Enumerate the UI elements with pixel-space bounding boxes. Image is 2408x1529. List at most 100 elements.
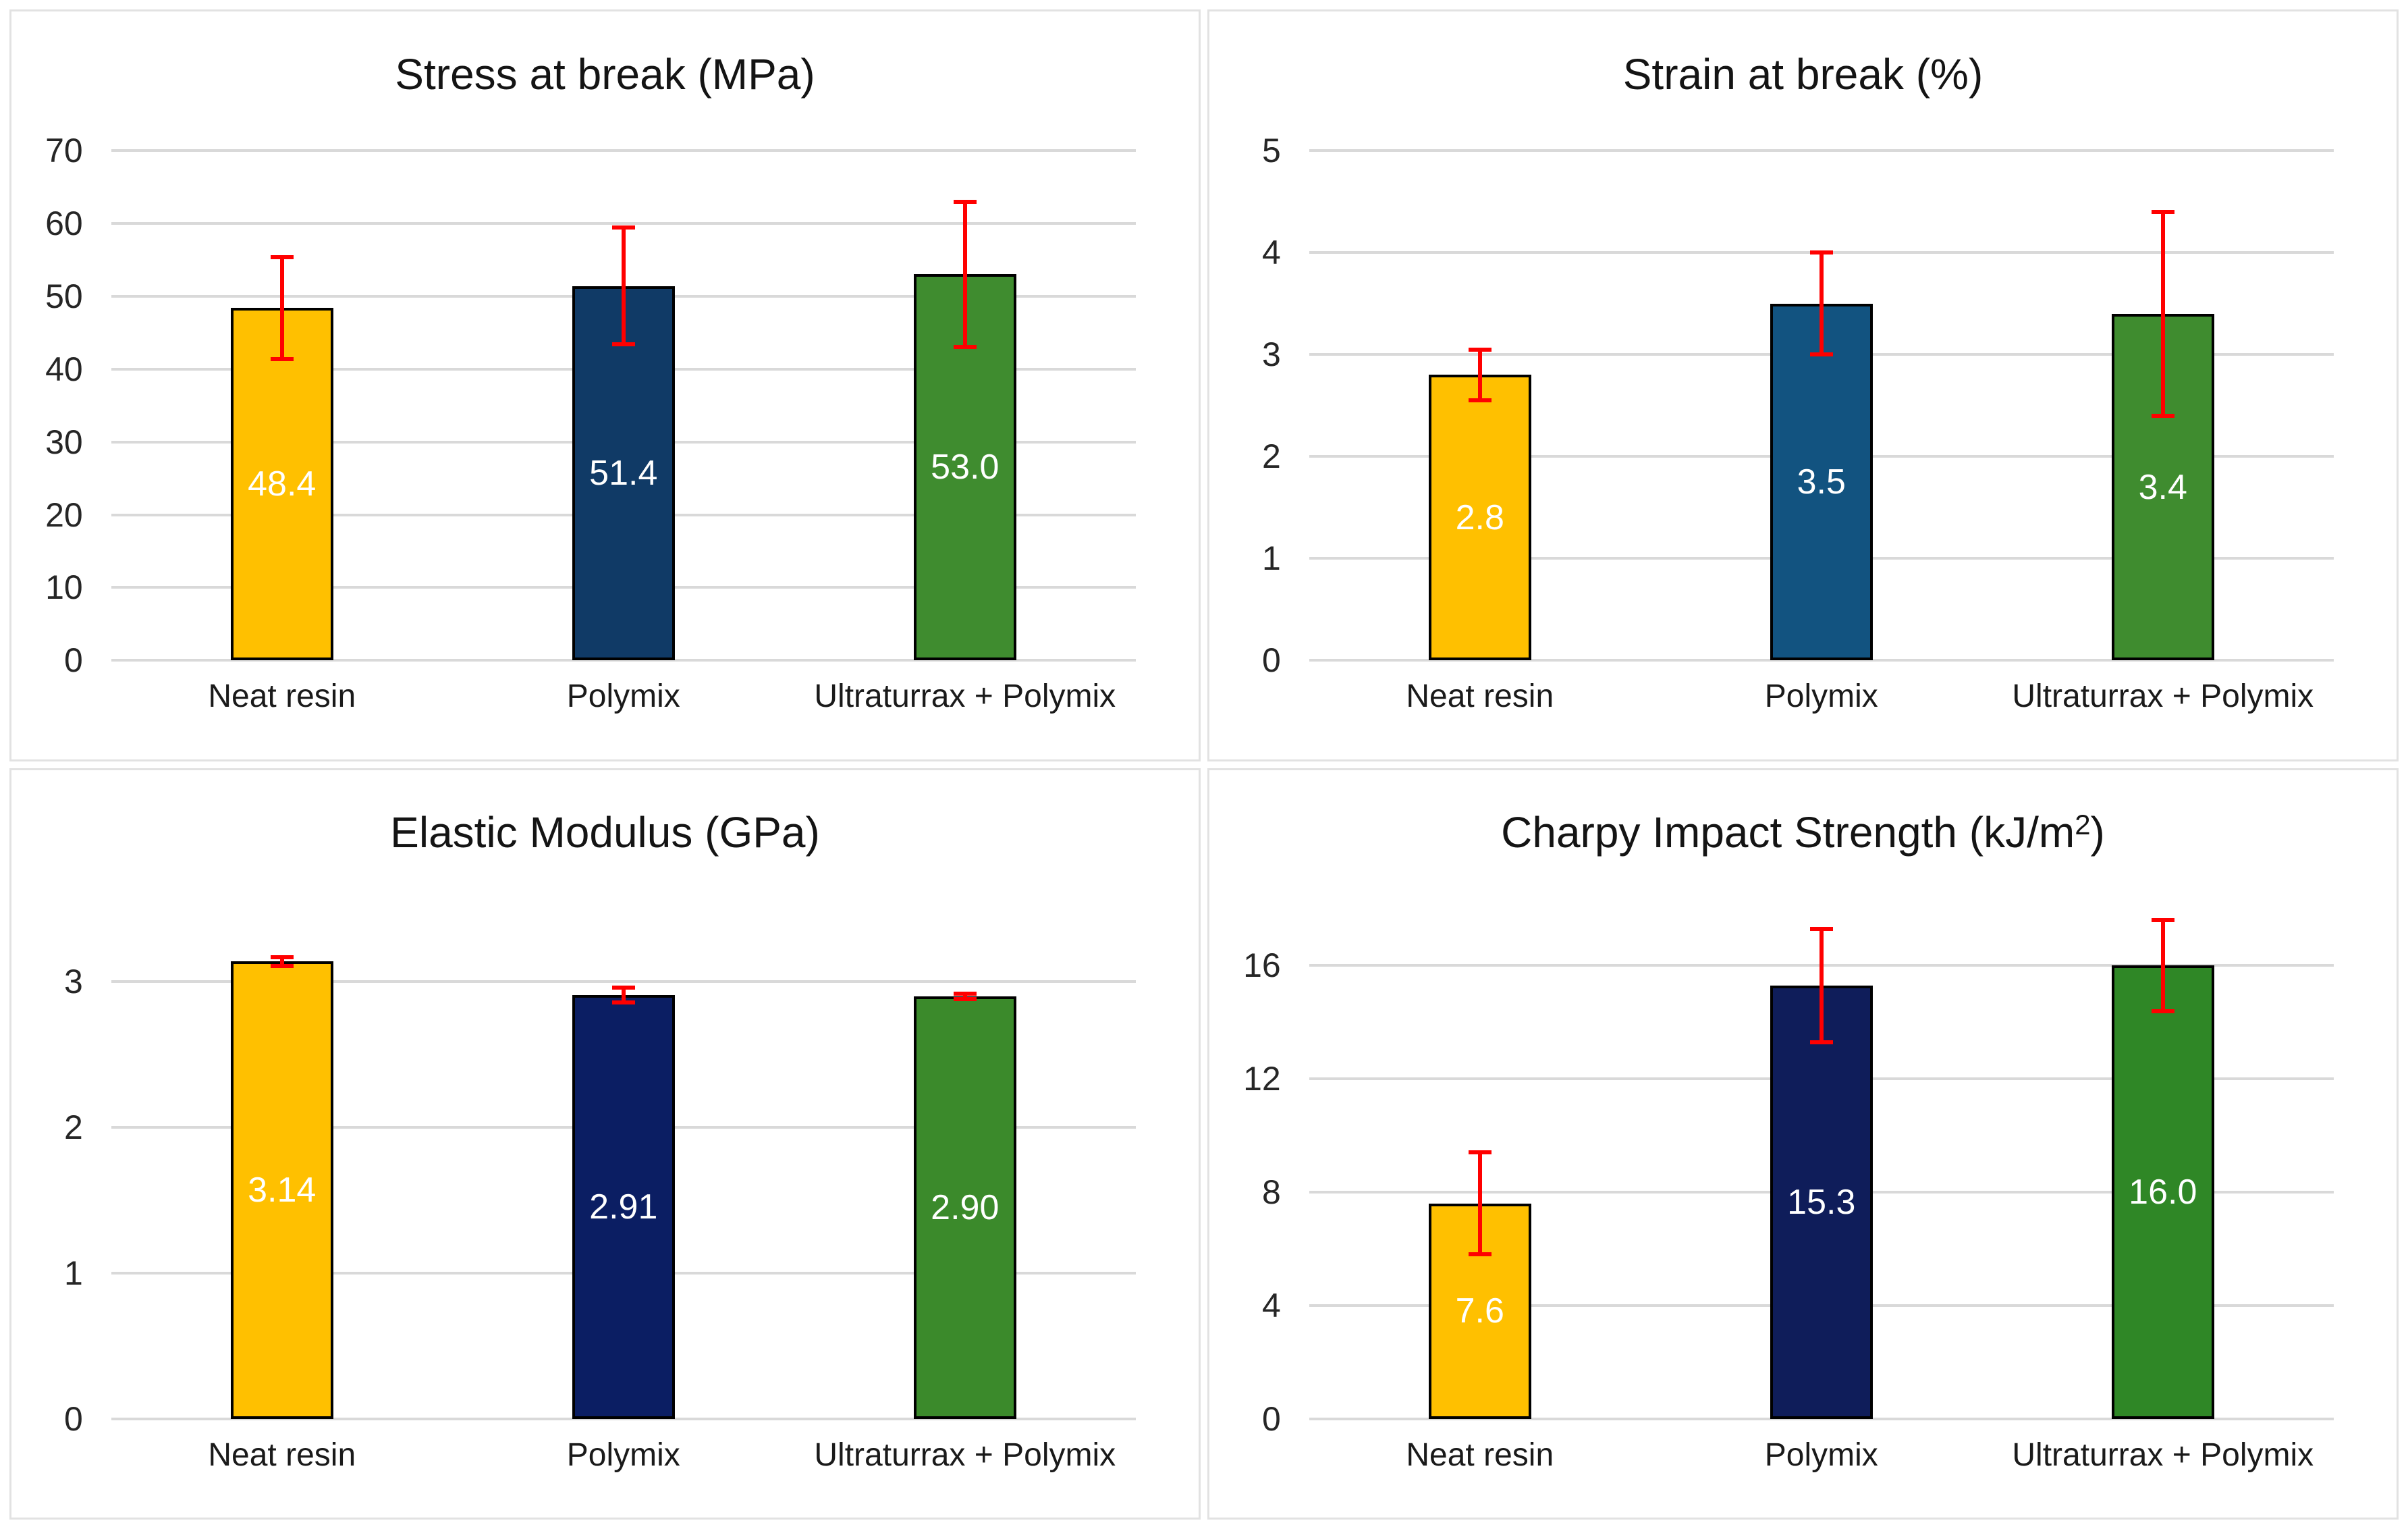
gridline — [111, 149, 1136, 152]
error-bar-cap — [1468, 1252, 1492, 1257]
error-bar-cap — [270, 955, 294, 959]
error-bar-cap — [953, 345, 977, 350]
bar-value-label: 7.6 — [1455, 1291, 1504, 1331]
bar-value-label: 53.0 — [931, 448, 1000, 487]
error-bar-neat-resin — [1477, 349, 1482, 401]
chart-title: Stress at break (MPa) — [11, 49, 1199, 99]
y-tick-label: 60 — [45, 204, 83, 242]
y-tick-label: 2 — [1261, 437, 1281, 476]
x-category-label-polymix: Polymix — [566, 1437, 680, 1473]
bar-neat-resin — [1428, 375, 1531, 661]
error-bar-cap — [1468, 347, 1492, 352]
y-tick-label: 2 — [63, 1108, 83, 1147]
y-tick-label: 50 — [45, 277, 83, 315]
chart-title: Elastic Modulus (GPa) — [11, 809, 1199, 856]
bar-value-label: 2.90 — [931, 1187, 1000, 1227]
y-tick-label: 30 — [45, 423, 83, 461]
error-bar-cap — [270, 254, 294, 259]
error-bar-cap — [1809, 1040, 1833, 1044]
y-tick-label: 0 — [63, 1399, 83, 1438]
error-bar-neat-resin — [279, 257, 284, 359]
x-category-label-neat-resin: Neat resin — [1406, 1437, 1554, 1473]
chart-title-text: Charpy Impact Strength (kJ/m — [1501, 808, 2075, 857]
chart-title-text: Elastic Modulus (GPa) — [390, 808, 820, 857]
y-tick-label: 10 — [45, 568, 83, 607]
bar-ultraturrax-polymix — [2111, 965, 2214, 1419]
bar-neat-resin — [230, 961, 333, 1419]
error-bar-polymix — [621, 988, 626, 1002]
bar-value-label: 16.0 — [2129, 1173, 2197, 1212]
bar-value-label: 3.14 — [248, 1171, 317, 1210]
y-tick-label: 70 — [45, 131, 83, 169]
bar-value-label: 3.5 — [1797, 462, 1846, 502]
y-tick-label: 8 — [1261, 1173, 1281, 1212]
error-bar-cap — [611, 1000, 635, 1004]
error-bar-cap — [953, 997, 977, 1002]
x-category-label-ultraturrax-polymix: Ultraturrax + Polymix — [2012, 1437, 2314, 1473]
error-bar-cap — [2151, 209, 2174, 214]
error-bar-ultraturrax-polymix — [962, 993, 967, 1000]
gridline — [111, 980, 1136, 984]
y-tick-label: 3 — [63, 963, 83, 1001]
y-tick-label: 1 — [63, 1254, 83, 1293]
error-bar-neat-resin — [1477, 1152, 1482, 1255]
error-bar-polymix — [621, 227, 626, 345]
chart-title-text: Strain at break (%) — [1622, 49, 1983, 99]
error-bar-ultraturrax-polymix — [962, 201, 967, 348]
y-tick-label: 1 — [1261, 539, 1281, 578]
y-tick-label: 0 — [63, 641, 83, 680]
chart-title: Strain at break (%) — [1209, 49, 2397, 99]
x-category-label-ultraturrax-polymix: Ultraturrax + Polymix — [2012, 678, 2314, 715]
chart-title-superscript: 2 — [2075, 809, 2091, 841]
error-bar-cap — [611, 225, 635, 230]
x-category-label-polymix: Polymix — [1764, 1437, 1878, 1473]
chart-panel-stress-at-break: Stress at break (MPa) 0 10 20 30 40 50 60 70 48.… — [9, 9, 1201, 761]
y-tick-label: 12 — [1243, 1060, 1281, 1098]
x-category-label-ultraturrax-polymix: Ultraturrax + Polymix — [814, 1437, 1116, 1473]
gridline — [111, 659, 1136, 662]
y-tick-label: 20 — [45, 495, 83, 534]
x-category-label-neat-resin: Neat resin — [208, 1437, 356, 1473]
x-category-label-polymix: Polymix — [566, 678, 680, 715]
y-tick-label: 3 — [1261, 336, 1281, 374]
error-bar-cap — [270, 356, 294, 361]
bar-value-label: 15.3 — [1787, 1182, 1856, 1222]
chart-panel-charpy-impact-strength: Charpy Impact Strength (kJ/m2) 0 4 8 12 16 7.… — [1207, 768, 2399, 1520]
y-tick-label: 4 — [1261, 1286, 1281, 1324]
bar-value-label: 3.4 — [2138, 467, 2187, 507]
y-tick-label: 40 — [45, 350, 83, 388]
error-bar-cap — [1809, 352, 1833, 357]
plot-area: 0 10 20 30 40 50 60 70 48.4 Neat resin 51.4 Polymix… — [45, 132, 1136, 714]
bar-ultraturrax-polymix — [913, 996, 1016, 1419]
error-bar-cap — [1809, 926, 1833, 931]
error-bar-polymix — [1819, 928, 1824, 1042]
gridline — [1309, 659, 2334, 662]
plot-area: 0 4 8 12 16 7.6 Neat resin 15.3 Polymix 16.0 Ultra… — [1243, 909, 2334, 1473]
error-bar-polymix — [1819, 252, 1824, 355]
bar-value-label: 51.4 — [589, 454, 658, 493]
y-tick-label: 5 — [1261, 131, 1281, 169]
error-bar-cap — [953, 199, 977, 204]
bar-value-label: 2.91 — [589, 1187, 658, 1227]
plot-area: 0 1 2 3 3.14 Neat resin 2.91 Polymix 2.90 Ultratu… — [64, 909, 1136, 1473]
bar-polymix — [1770, 985, 1873, 1419]
error-bar-neat-resin — [279, 957, 284, 966]
error-bar-ultraturrax-polymix — [2160, 211, 2165, 416]
x-category-label-ultraturrax-polymix: Ultraturrax + Polymix — [814, 678, 1116, 715]
y-tick-label: 4 — [1261, 234, 1281, 272]
chart-title-text: Stress at break (MPa) — [395, 49, 815, 99]
error-bar-cap — [2151, 1009, 2174, 1013]
error-bar-cap — [611, 342, 635, 347]
y-tick-label: 16 — [1243, 946, 1281, 985]
chart-title: Charpy Impact Strength (kJ/m2) — [1209, 809, 2397, 856]
x-category-label-neat-resin: Neat resin — [208, 678, 356, 715]
error-bar-ultraturrax-polymix — [2160, 920, 2165, 1011]
bar-value-label: 2.8 — [1455, 498, 1504, 537]
y-tick-label: 0 — [1261, 641, 1281, 680]
error-bar-cap — [953, 991, 977, 996]
error-bar-cap — [1468, 398, 1492, 403]
x-category-label-neat-resin: Neat resin — [1406, 678, 1554, 715]
error-bar-cap — [1468, 1150, 1492, 1155]
gridline — [111, 1417, 1136, 1420]
chart-panel-elastic-modulus: Elastic Modulus (GPa) 0 1 2 3 3.14 Neat resin… — [9, 768, 1201, 1520]
